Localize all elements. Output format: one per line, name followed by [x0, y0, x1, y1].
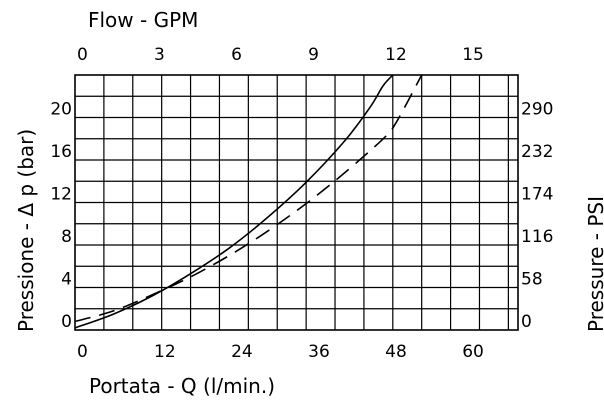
y-tick-label-right: 116	[521, 227, 553, 247]
x-tick-label-top: 12	[385, 45, 407, 65]
x-tick-label-bottom: 24	[231, 342, 253, 362]
y-tick-label-left: 12	[50, 185, 72, 205]
x-tick-label-bottom: 36	[308, 342, 330, 362]
y-tick-label-left: 4	[61, 270, 72, 290]
y-axis-title-left: Pressione - Δ p (bar)	[14, 129, 38, 332]
x-tick-label-bottom: 60	[462, 342, 484, 362]
x-tick-label-bottom: 12	[154, 342, 176, 362]
x-tick-label-top: 0	[77, 45, 88, 65]
y-tick-label-right: 0	[521, 312, 532, 332]
x-tick-label-bottom: 48	[385, 342, 407, 362]
x-tick-label-top: 6	[231, 45, 242, 65]
y-tick-label-right: 58	[521, 270, 543, 290]
curve-solid	[74, 74, 394, 329]
plot-frame	[74, 74, 519, 331]
x-tick-label-top: 15	[462, 45, 484, 65]
x-axis-title-bottom: Portata - Q (l/min.)	[89, 374, 275, 398]
curves	[74, 74, 423, 329]
y-tick-label-left: 16	[50, 142, 72, 162]
x-tick-label-bottom: 0	[77, 342, 88, 362]
y-tick-label-right: 232	[521, 142, 553, 162]
x-tick-label-top: 9	[308, 45, 319, 65]
y-tick-label-left: 0	[61, 312, 72, 332]
x-axis-title-top: Flow - GPM	[88, 8, 198, 32]
grid	[74, 74, 519, 331]
x-tick-label-top: 3	[154, 45, 165, 65]
tick-labels: 0 12 24 36 48 600 3 6 9 12 15048121620058116174232…	[50, 45, 553, 362]
y-tick-label-left: 8	[61, 227, 72, 247]
y-tick-label-right: 174	[521, 185, 553, 205]
curve-dashed	[74, 74, 423, 323]
y-axis-title-right: Pressure - PSI	[584, 196, 604, 332]
y-tick-label-left: 20	[50, 100, 72, 120]
y-tick-label-right: 290	[521, 100, 553, 120]
